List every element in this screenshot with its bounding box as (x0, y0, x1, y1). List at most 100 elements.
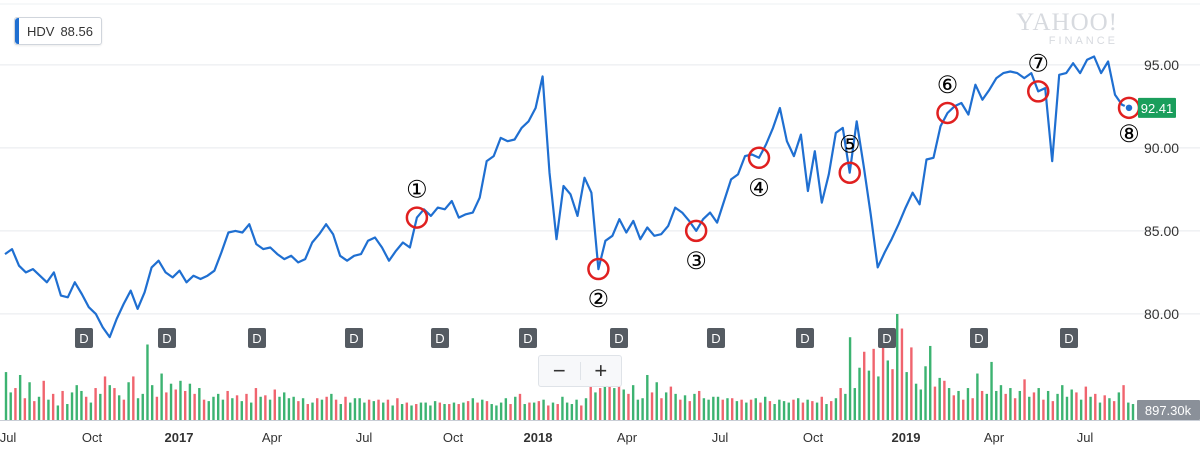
volume-bar (4, 372, 8, 420)
volume-bar (976, 373, 979, 420)
volume-bar (971, 398, 974, 420)
volume-bar (801, 402, 805, 420)
volume-bar (476, 402, 479, 420)
volume-bar (9, 392, 12, 420)
volume-bar (966, 388, 970, 420)
legend-symbol: HDV (27, 23, 55, 39)
volume-bar (1084, 386, 1088, 420)
volume-bar (844, 393, 847, 420)
volume-bar (551, 402, 555, 420)
legend-value: 88.56 (60, 23, 93, 39)
dividend-badge: D (158, 328, 176, 348)
dividend-badge-label: D (711, 331, 720, 346)
volume-bar (580, 405, 583, 420)
volume-bar (523, 404, 526, 420)
volume-bar (311, 402, 314, 420)
volume-bar (339, 404, 342, 420)
x-tick-label: Apr (984, 430, 1005, 445)
dividend-badge-box (248, 328, 266, 348)
volume-bar (947, 388, 951, 420)
volume-bar (1032, 392, 1036, 420)
annotation-135: ⑥ (936, 72, 959, 125)
volume-bar (14, 388, 17, 420)
volume-bar (933, 386, 937, 420)
volume-bar (1018, 390, 1022, 420)
dividend-badge: D (878, 328, 896, 348)
dividend-badge-box (970, 328, 988, 348)
volume-bar (1070, 389, 1073, 420)
y-tick-label: 80.00 (1144, 306, 1179, 322)
volume-bar (485, 401, 489, 420)
volume-bar (575, 399, 578, 420)
dividend-badge-box (707, 328, 725, 348)
dividend-badge: D (248, 328, 266, 348)
volume-bar (910, 347, 913, 420)
volume-bar (980, 390, 984, 420)
volume-bar (1028, 396, 1031, 420)
volume-bar (481, 399, 484, 420)
volume-bar (834, 398, 838, 420)
dividend-badge-label: D (252, 331, 261, 346)
annotation-label: ⑥ (937, 72, 959, 99)
volume-bar (924, 366, 927, 420)
volume-bar (363, 402, 366, 420)
volume-bar (561, 396, 564, 420)
volume-bar (122, 399, 126, 420)
volume-bar (584, 398, 588, 420)
volume-bar (325, 396, 328, 420)
legend[interactable]: HDV 88.56 (14, 17, 102, 45)
volume-bar (825, 404, 828, 420)
y-tick-label: 90.00 (1144, 140, 1179, 156)
volume-bar (622, 389, 625, 420)
volume-bar (433, 401, 437, 420)
volume-bar (42, 380, 45, 420)
volume-bar (688, 401, 691, 420)
volume-bar (603, 382, 607, 420)
zoom-out-button[interactable]: − (552, 358, 566, 383)
volume-bar (528, 402, 531, 420)
volume-bar (655, 382, 658, 420)
volume-bar (730, 398, 734, 420)
volume-bar (452, 402, 456, 420)
volume-bar (650, 392, 654, 420)
volume-bar (1051, 401, 1055, 420)
volume-bar (419, 402, 423, 420)
volume-bar (1042, 399, 1045, 420)
volume-bar (188, 383, 192, 420)
volume-bar (457, 404, 460, 420)
logo-line1: YAHOO! (1016, 9, 1118, 36)
volume-bar (504, 398, 508, 420)
zoom-in-button[interactable]: + (594, 358, 608, 383)
volume-bar (636, 399, 640, 420)
volume-bar (763, 396, 767, 420)
volume-bar (113, 388, 116, 420)
volume-bar (1112, 401, 1116, 420)
volume-bar (1103, 395, 1106, 420)
dividend-badge-label: D (79, 331, 88, 346)
annotation-59: ① (405, 177, 429, 229)
dividend-badge-box (158, 328, 176, 348)
volume-bar (183, 390, 187, 420)
dividend-badge: D (345, 328, 363, 348)
volume-bar (235, 395, 239, 420)
volume-bar (627, 393, 630, 420)
axes: 95.00 90.00 85.00 80.00 Jul Oct 2017 Apr Jul Oct 2… (0, 57, 1200, 445)
x-tick-label: Jul (712, 430, 729, 445)
volume-bar (297, 401, 300, 420)
volume-bar (863, 351, 866, 420)
annotation-circle (684, 219, 708, 243)
volume-bar (995, 390, 998, 420)
volume-bars (4, 314, 1135, 420)
dividend-badge-label: D (1064, 331, 1073, 346)
volume-bar (707, 399, 710, 420)
volume-bar (75, 385, 78, 420)
x-tick-label: Oct (82, 430, 103, 445)
x-tick-label: Apr (617, 430, 638, 445)
volume-bar (207, 401, 210, 420)
volume-bar (598, 388, 602, 420)
zoom-control: − + (538, 355, 622, 387)
volume-bar (160, 373, 163, 420)
dividend-badge: D (707, 328, 725, 348)
